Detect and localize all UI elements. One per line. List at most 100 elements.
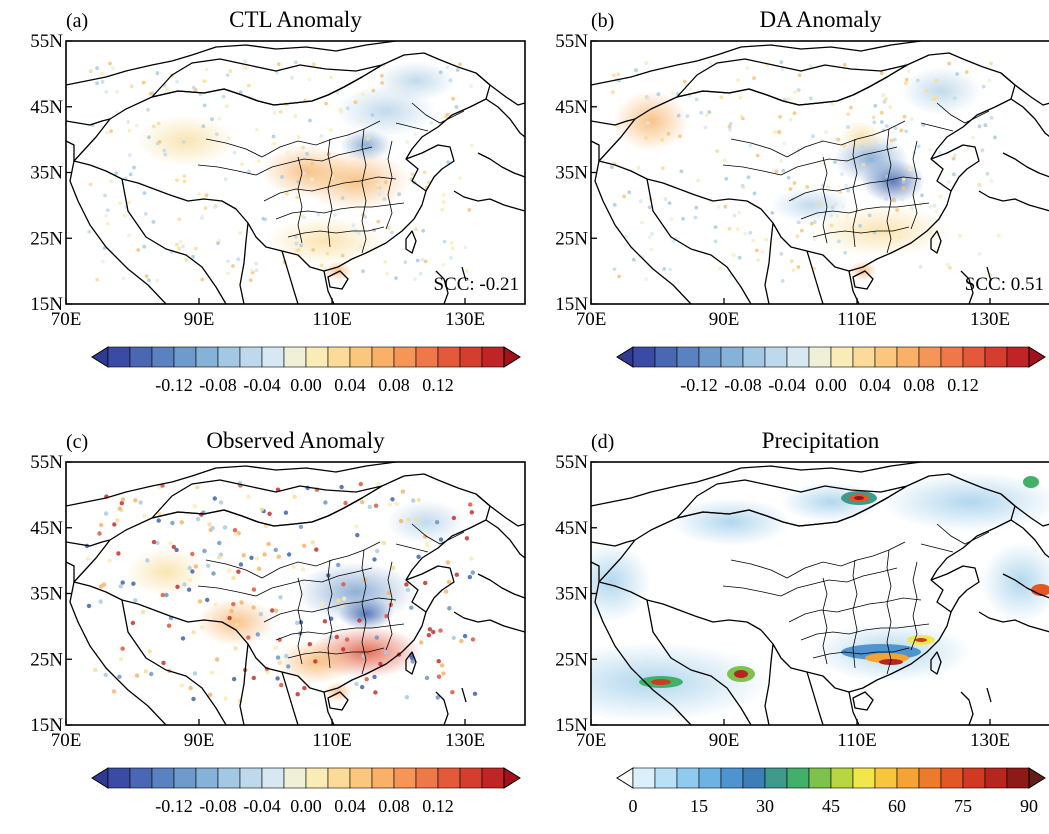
station-dot	[779, 159, 784, 163]
station-dot	[899, 128, 904, 133]
station-dot	[398, 518, 404, 524]
station-dot	[310, 161, 315, 166]
colorbar-swatch	[830, 767, 854, 789]
station-dot	[305, 152, 309, 156]
station-dot	[246, 635, 251, 640]
station-dot	[789, 259, 794, 264]
station-dot	[413, 277, 417, 281]
field-shading	[266, 217, 386, 265]
lat-tick-label: 45N	[30, 97, 63, 118]
field-shading	[981, 542, 1049, 622]
station-dot	[955, 72, 959, 76]
station-dot	[192, 671, 198, 676]
station-dot	[202, 103, 207, 108]
province-boundary	[788, 597, 922, 623]
station-dot	[404, 695, 410, 700]
station-dot	[117, 506, 122, 511]
station-dot	[247, 83, 251, 88]
station-dot	[108, 61, 112, 66]
map-area	[66, 41, 525, 304]
station-dot	[786, 97, 791, 102]
station-dot	[441, 262, 446, 267]
station-dot	[748, 231, 753, 235]
colorbar-tick-label: 0.08	[903, 375, 935, 395]
station-dot	[246, 494, 251, 499]
station-dot	[640, 220, 644, 225]
station-dot	[394, 501, 399, 507]
station-dot	[786, 175, 791, 180]
province-boundary	[920, 543, 954, 553]
station-dot	[681, 216, 685, 221]
station-dot	[105, 208, 110, 213]
station-dot	[326, 178, 330, 183]
province-boundary	[385, 140, 393, 230]
station-dot	[333, 213, 337, 217]
station-dot	[361, 269, 365, 273]
station-dot	[182, 140, 186, 144]
station-dot	[279, 682, 284, 688]
station-dot	[177, 246, 182, 251]
station-dot	[105, 221, 110, 226]
colorbar-tick-label: -0.08	[724, 375, 762, 395]
station-dot	[187, 565, 192, 571]
colorbar-tick-label: 60	[888, 796, 906, 816]
station-dot	[934, 78, 939, 83]
station-dot	[634, 68, 638, 73]
station-dot	[187, 577, 193, 582]
station-dot	[439, 663, 445, 668]
station-dot	[441, 200, 446, 205]
colorbar-swatch	[654, 767, 678, 789]
station-dot	[278, 110, 283, 114]
station-dot	[142, 513, 147, 518]
station-dot	[98, 599, 103, 604]
station-dot	[451, 635, 456, 641]
station-dot	[300, 213, 304, 218]
station-dot	[622, 194, 626, 199]
province-boundary	[197, 585, 257, 597]
station-dot	[447, 606, 452, 611]
station-dot	[118, 584, 123, 589]
station-dot	[835, 214, 840, 218]
station-dot	[441, 193, 446, 197]
station-dot	[467, 208, 472, 212]
station-dot	[418, 271, 423, 276]
station-dot	[211, 571, 216, 576]
station-dot	[902, 114, 907, 119]
station-dot	[100, 79, 105, 84]
lon-tick-label: 110E	[837, 309, 876, 330]
station-dot	[341, 582, 346, 587]
province-boundary	[411, 523, 465, 545]
station-dot	[226, 271, 230, 276]
station-dot	[416, 554, 421, 559]
station-dot	[205, 597, 210, 603]
station-dot	[141, 80, 146, 85]
station-dot	[724, 177, 729, 181]
station-dot	[981, 84, 986, 89]
station-dot	[434, 520, 440, 525]
station-dot	[656, 92, 661, 97]
station-dot	[436, 659, 441, 664]
station-dot	[756, 258, 760, 263]
border-central-asia	[66, 539, 111, 582]
station-dot	[162, 148, 167, 153]
station-dot	[879, 110, 884, 115]
station-dot	[638, 199, 643, 204]
station-dot	[445, 65, 450, 70]
station-dot	[197, 192, 202, 197]
precip-cell	[1023, 476, 1039, 488]
colorbar-swatch	[129, 767, 153, 789]
station-dot	[223, 177, 228, 182]
station-dot	[357, 618, 362, 623]
station-dot	[668, 267, 673, 272]
panel-title: CTL Anomaly	[229, 7, 362, 32]
province-boundary	[385, 561, 393, 651]
colorbar-tick-label: 15	[690, 796, 708, 816]
province-boundary	[788, 176, 922, 202]
station-dot	[120, 646, 125, 651]
colorbar-tick-label: 0.12	[947, 375, 979, 395]
station-dot	[426, 633, 432, 638]
station-dot	[145, 558, 150, 563]
